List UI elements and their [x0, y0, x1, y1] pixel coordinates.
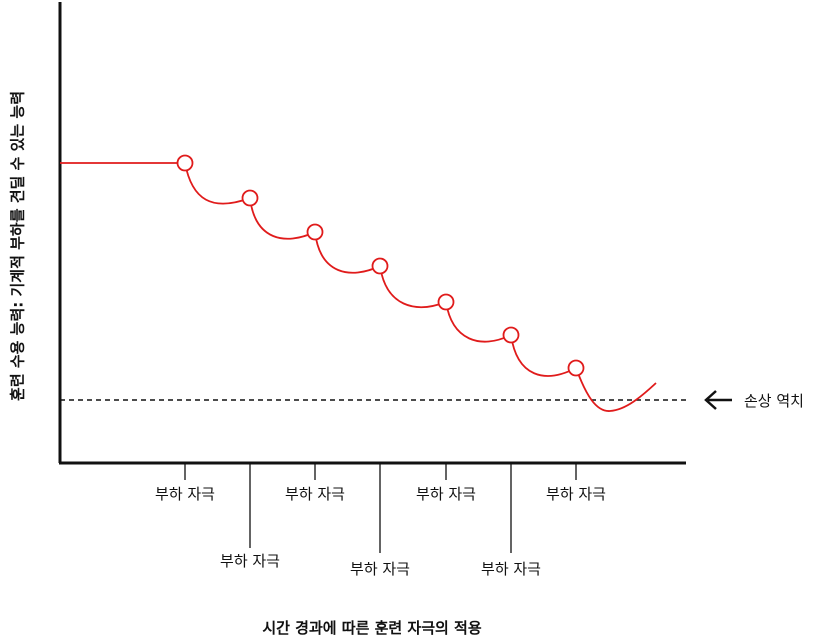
stimulus-marker — [567, 359, 585, 377]
threshold-arrow-icon — [704, 390, 732, 410]
stimulus-label: 부하 자극 — [481, 560, 541, 578]
stimulus-label: 부하 자극 — [416, 485, 476, 503]
stimulus-marker — [176, 154, 194, 172]
y-axis-label: 훈련 수용 능력: 기계적 부하를 견딜 수 있는 능력 — [9, 91, 27, 401]
stimulus-marker — [306, 223, 324, 241]
stimulus-label: 부하 자극 — [546, 485, 606, 503]
capacity-curve — [60, 162, 657, 412]
stimulus-markers — [176, 154, 585, 377]
stimulus-label: 부하 자극 — [285, 485, 345, 503]
stimulus-label: 부하 자극 — [220, 552, 280, 570]
stimulus-marker — [371, 257, 389, 275]
x-axis-label: 시간 경과에 따른 훈련 자극의 적용 — [262, 619, 482, 637]
stimulus-label: 부하 자극 — [155, 485, 215, 503]
threshold-label: 손상 역치 — [744, 392, 804, 410]
stimulus-marker — [502, 326, 520, 344]
stimulus-ticks — [184, 463, 577, 553]
stimulus-label: 부하 자극 — [350, 560, 410, 578]
stimulus-marker — [241, 189, 259, 207]
stimulus-marker — [437, 293, 455, 311]
